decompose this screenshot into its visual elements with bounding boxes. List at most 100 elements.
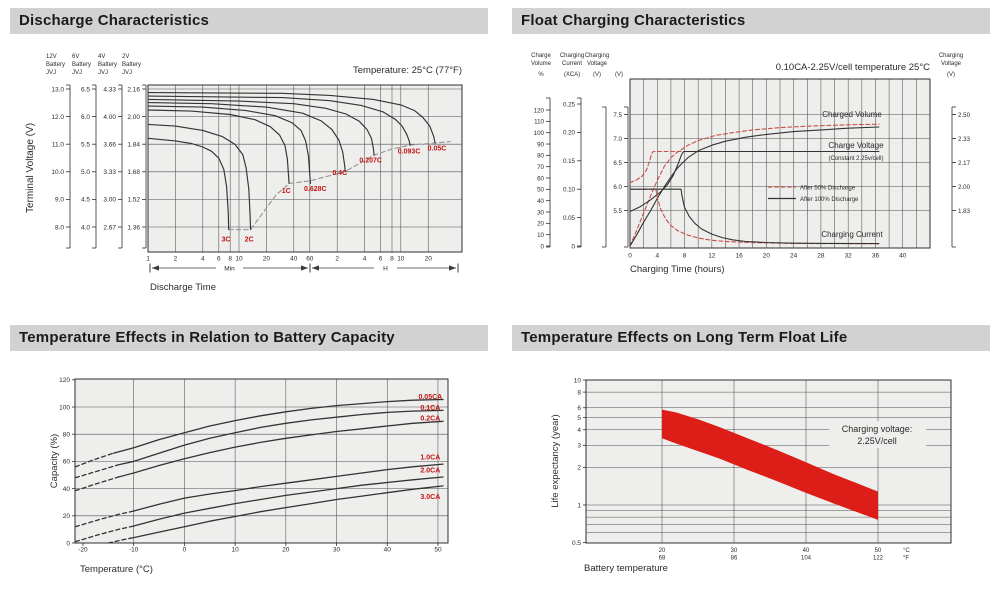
scale-value: 8.0 [55, 224, 64, 231]
scale-value: 0.20 [563, 130, 576, 137]
series-2.0CA-dashed [74, 525, 135, 543]
curve-label: Charged Volume [822, 110, 882, 119]
x-tick-label: 16 [735, 253, 743, 260]
scale-header: Charging [939, 53, 963, 59]
scale-header: (V) [615, 72, 623, 78]
scale-value: 9.0 [55, 197, 64, 204]
rate-label-2C: 2C [245, 236, 254, 243]
y-axis-title: Capacity (%) [49, 434, 60, 488]
section-header-capacity: Temperature Effects in Relation to Batte… [10, 325, 488, 351]
y-tick-label: 100 [59, 404, 70, 411]
series-0.2CA [117, 420, 444, 478]
scale-value: 2.67 [103, 224, 116, 231]
scale-value: 13.0 [51, 86, 64, 93]
scale-value: 0.10 [563, 187, 576, 194]
scale-value: 7.0 [613, 136, 622, 143]
y-tick-label: 120 [59, 377, 70, 384]
series-0.05CA [112, 398, 444, 454]
rate-label-0.4C: 0.4C [332, 170, 347, 177]
capacity-chart: -20 -10 0 10 20 30 40 50 0 20 40 60 80 100 120 0.05CA 0.… [49, 377, 449, 575]
scale-header: JVJ [72, 70, 82, 76]
plot-border [147, 84, 463, 253]
x-tick-label: 10 [235, 256, 243, 263]
float-charging-chart: 1201101009080706050403020100ChargeVolume… [531, 53, 971, 275]
plot-background [75, 379, 448, 543]
scale-header: Battery [98, 62, 117, 68]
scale-value: 20 [537, 221, 544, 228]
x-tick-label: -10 [129, 547, 139, 554]
x-tick-label-c: 20 [659, 548, 666, 554]
series-0.1CA-dashed [74, 464, 120, 479]
series-3C [147, 137, 230, 231]
scale-value: 6.5 [613, 160, 622, 167]
legend-label: After 50% Discharge [800, 185, 856, 191]
annotation-line1: Charging voltage: [842, 424, 913, 434]
x-tick-label: 0 [183, 547, 187, 554]
scale-header: (V) [593, 72, 601, 78]
y-tick-label: 0 [66, 540, 70, 547]
scale-value: 12.0 [51, 114, 64, 121]
rate-label-0.05CA: 0.05CA [418, 394, 442, 401]
scale-header: Current [562, 61, 582, 67]
scale-header: (XCA) [564, 72, 580, 78]
scale-header: % [538, 72, 544, 78]
scale-value: 2.16 [127, 86, 140, 93]
section-header-float-charging: Float Charging Characteristics [512, 8, 990, 34]
scale-value: 4.0 [81, 224, 90, 231]
x-tick-label: 8 [390, 256, 394, 263]
annotation-line2: 2.25V/cell [857, 436, 897, 446]
x-tick-label: 6 [217, 256, 221, 263]
scale-header: JVJ [98, 70, 108, 76]
rate-label-0.2CA: 0.2CA [420, 415, 440, 422]
rate-label-0.207C: 0.207C [359, 157, 382, 164]
scale-header: JVJ [122, 70, 132, 76]
y-tick-label: 80 [63, 432, 71, 439]
scale-value: 7.5 [613, 112, 622, 119]
scale-header: 6V [72, 54, 79, 60]
scale-value: 1.68 [127, 169, 140, 176]
rate-label-0.1CA: 0.1CA [420, 405, 440, 412]
scale-value: 1.84 [127, 142, 140, 149]
x-axis-title: Battery temperature [584, 563, 668, 574]
x-tick-label: 40 [899, 253, 907, 260]
x-tick-label: 40 [384, 547, 392, 554]
series-0.628C [147, 105, 312, 184]
series-2.0CA [133, 476, 444, 527]
series-0.05C [147, 92, 436, 144]
rate-label-0.05C: 0.05C [428, 145, 447, 152]
y-axis-title: Terminal Voltage (V) [25, 123, 36, 213]
scale-value: 90 [537, 141, 544, 148]
scale-value: 3.00 [103, 197, 116, 204]
x-tick-label: 30 [333, 547, 341, 554]
plot-border [629, 78, 931, 249]
scale-header: 4V [98, 54, 105, 60]
scale-value: 1.36 [127, 224, 140, 231]
series-0.1CA [117, 409, 444, 466]
scale-value: 110 [534, 119, 544, 126]
arrowhead [152, 265, 159, 271]
series-3.0CA [133, 485, 444, 539]
x-tick-label: 4 [655, 253, 659, 260]
x-tick-label: 50 [434, 547, 442, 554]
y-tick-label: 0.5 [572, 540, 581, 547]
scale-header: Voltage [587, 61, 608, 67]
scale-value: 2.17 [958, 160, 971, 167]
scale-value: 0.25 [563, 101, 576, 108]
scale-header: 2V [122, 54, 129, 60]
rate-label-3.0CA: 3.0CA [420, 494, 440, 501]
scale-value: 3.33 [103, 169, 116, 176]
scale-value: 3.66 [103, 142, 116, 149]
scale-value: 10 [537, 232, 544, 239]
x-tick-label: 8 [683, 253, 687, 260]
scale-value: 30 [537, 209, 544, 216]
rate-label-1C: 1C [282, 188, 291, 195]
scale-value: 120 [534, 107, 545, 114]
x-tick-label: 4 [363, 256, 367, 263]
y-tick-label: 4 [577, 427, 581, 434]
y-tick-label: 3 [577, 443, 581, 450]
span-label-min: Min [224, 266, 235, 273]
x-tick-label-c: 30 [731, 548, 738, 554]
scale-header: JVJ [46, 70, 56, 76]
